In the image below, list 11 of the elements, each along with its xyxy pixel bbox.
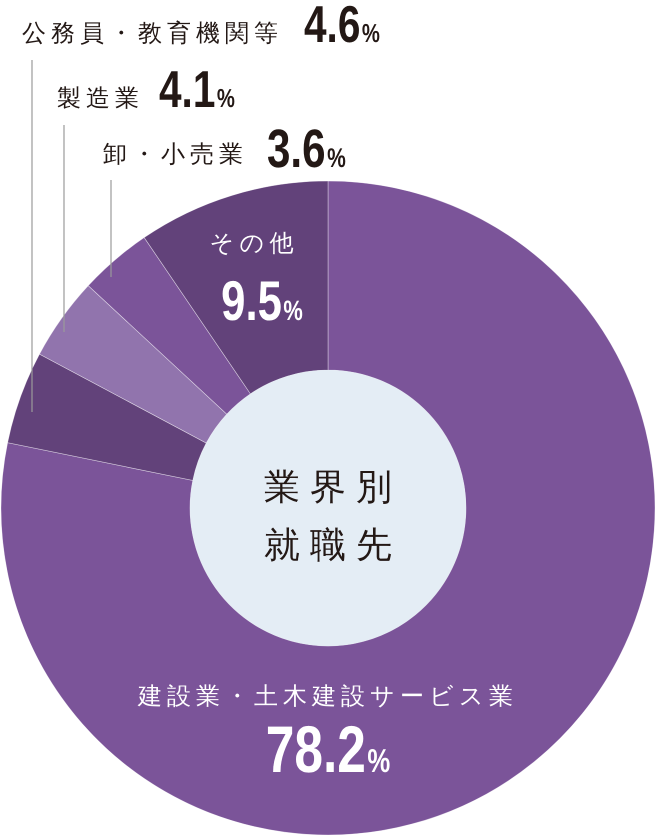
data-label: 4.6% [304, 0, 380, 54]
slice-label: 製造業 [57, 84, 144, 112]
data-label: 3.6% [267, 119, 346, 180]
data-label: 9.5% [221, 270, 303, 332]
slice-label: その他 [210, 229, 298, 257]
slice-label: 建設業・土木建設サービス業 [137, 682, 518, 710]
slice-label: 卸・小売業 [103, 140, 248, 168]
text: 業界別就職先 [263, 466, 403, 568]
slice-label: 公務員・教育機関等 [22, 19, 283, 47]
data-label: 78.2% [266, 712, 390, 786]
data-label: 4.1% [159, 60, 236, 118]
